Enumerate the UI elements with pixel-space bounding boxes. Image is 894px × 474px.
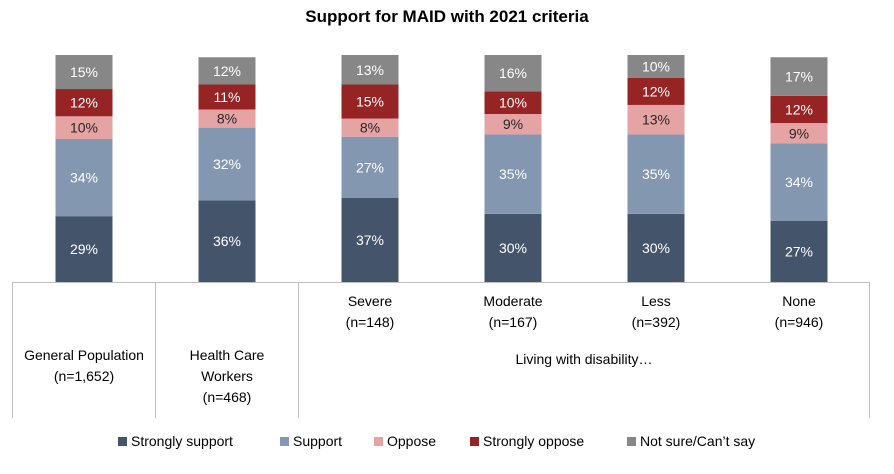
- bar-2-support: [198, 127, 256, 201]
- bar-5-strongly-support: [627, 213, 685, 282]
- category-label-2: Health Care Workers (n=468): [190, 347, 265, 405]
- bar-2-oppose: [198, 109, 256, 128]
- bar-2-strongly-support: [198, 200, 256, 282]
- bar-1-strongly-support-label: 29%: [70, 241, 98, 257]
- bar-6-oppose: [770, 123, 828, 144]
- legend-item-not-sure-can-t-say: Not sure/Can’t say: [627, 433, 755, 449]
- legend-item-oppose: Oppose: [374, 433, 436, 449]
- bar-2-support-label: 32%: [213, 156, 241, 172]
- legend-item-oppose-label: Oppose: [387, 433, 436, 449]
- bar-3-strongly-oppose-label: 15%: [356, 94, 384, 110]
- bar-3-strongly-oppose: [341, 84, 399, 119]
- bar-2-strongly-oppose-label: 11%: [214, 89, 241, 105]
- bar-1-strongly-oppose-label: 12%: [70, 95, 98, 111]
- bar-6-not-sure-can-t-say: [770, 57, 828, 96]
- category-table-grid: [12, 282, 870, 418]
- bar-5-oppose: [627, 104, 685, 135]
- bar-3-support: [341, 136, 399, 199]
- legend-item-strongly-oppose: Strongly oppose: [470, 433, 584, 449]
- bar-5-support: [627, 134, 685, 214]
- bar-5-oppose-label: 13%: [642, 112, 670, 128]
- bar-4-strongly-support-label: 30%: [499, 240, 527, 256]
- bar-6-strongly-oppose: [770, 95, 828, 124]
- bar-2-oppose-label: 8%: [217, 111, 237, 127]
- bar-6-support: [770, 143, 828, 221]
- legend-item-strongly-support-swatch: [118, 437, 127, 446]
- bar-2-not-sure-can-t-say-label: 12%: [213, 63, 241, 79]
- bar-1-oppose: [55, 116, 113, 139]
- bar-4-strongly-oppose: [484, 91, 542, 115]
- chart-title: Support for MAID with 2021 criteria: [305, 7, 589, 26]
- legend-item-strongly-oppose-label: Strongly oppose: [483, 433, 584, 449]
- bar-3-strongly-support: [341, 198, 399, 282]
- bar-6-strongly-oppose-label: 12%: [785, 101, 813, 117]
- bar-1-not-sure-can-t-say-label: 15%: [70, 64, 98, 80]
- legend-item-strongly-support-label: Strongly support: [131, 433, 233, 449]
- bar-3-oppose-label: 8%: [360, 120, 380, 136]
- legend-item-oppose-swatch: [374, 437, 383, 446]
- bar-1-oppose-label: 10%: [70, 120, 98, 136]
- bar-5-strongly-support-label: 30%: [642, 240, 670, 256]
- bar-4-not-sure-can-t-say: [484, 55, 542, 92]
- bar-4-oppose: [484, 114, 542, 135]
- legend-item-strongly-support: Strongly support: [118, 433, 233, 449]
- bar-5-not-sure-can-t-say-label: 10%: [642, 58, 670, 74]
- bar-4-oppose-label: 9%: [503, 116, 523, 132]
- category-label-1: General Population (n=1,652): [24, 347, 144, 384]
- category-labels: General Population (n=1,652) Health Care Wo…: [24, 293, 823, 405]
- legend-item-strongly-oppose-swatch: [470, 437, 479, 446]
- bar-3-strongly-support-label: 37%: [356, 232, 384, 248]
- bar-3-not-sure-can-t-say-label: 13%: [356, 62, 384, 78]
- bar-5-strongly-oppose: [627, 77, 685, 105]
- bar-1-support: [55, 138, 113, 217]
- bar-4-support-label: 35%: [499, 166, 527, 182]
- bar-2-strongly-support-label: 36%: [213, 233, 241, 249]
- bar-2-strongly-oppose: [198, 84, 256, 110]
- bar-1-not-sure-can-t-say: [55, 55, 113, 90]
- bar-6-strongly-support-label: 27%: [785, 243, 813, 259]
- category-label-6: None (n=946): [775, 293, 824, 330]
- bar-4-not-sure-can-t-say-label: 16%: [499, 65, 527, 81]
- category-label-4: Moderate (n=167): [483, 293, 542, 330]
- bar-6-support-label: 34%: [785, 174, 813, 190]
- bar-1-strongly-support: [55, 216, 113, 282]
- category-label-3: Severe (n=148): [346, 293, 395, 330]
- bar-3-support-label: 27%: [356, 159, 384, 175]
- bar-3-oppose: [341, 118, 399, 137]
- bar-1-strongly-oppose: [55, 89, 113, 117]
- bar-6-oppose-label: 9%: [789, 125, 809, 141]
- bar-4-support: [484, 134, 542, 214]
- bar-3-not-sure-can-t-say: [341, 55, 399, 85]
- legend-item-support: Support: [280, 433, 342, 449]
- legend-item-not-sure-can-t-say-swatch: [627, 437, 636, 446]
- legend-item-not-sure-can-t-say-label: Not sure/Can’t say: [640, 433, 755, 449]
- bars-layer: 29% 34% 10% 12% 15% 36% 32% 8% 11% 12% 37% 27% 8% 15%…: [55, 55, 828, 282]
- bar-5-support-label: 35%: [642, 166, 670, 182]
- bar-1-support-label: 34%: [70, 170, 98, 186]
- bar-4-strongly-oppose-label: 10%: [499, 95, 527, 111]
- bar-6-strongly-support: [770, 220, 828, 282]
- bar-5-strongly-oppose-label: 12%: [642, 83, 670, 99]
- category-label-5: Less (n=392): [632, 293, 681, 330]
- legend-item-support-label: Support: [293, 433, 342, 449]
- bar-2-not-sure-can-t-say: [198, 57, 256, 85]
- bar-6-not-sure-can-t-say-label: 17%: [785, 69, 813, 85]
- group-label: Living with disability…: [516, 351, 653, 367]
- legend-item-support-swatch: [280, 437, 289, 446]
- bar-5-not-sure-can-t-say: [627, 55, 685, 78]
- bar-4-strongly-support: [484, 213, 542, 282]
- legend: Strongly support Support Oppose Strongly op…: [118, 433, 755, 449]
